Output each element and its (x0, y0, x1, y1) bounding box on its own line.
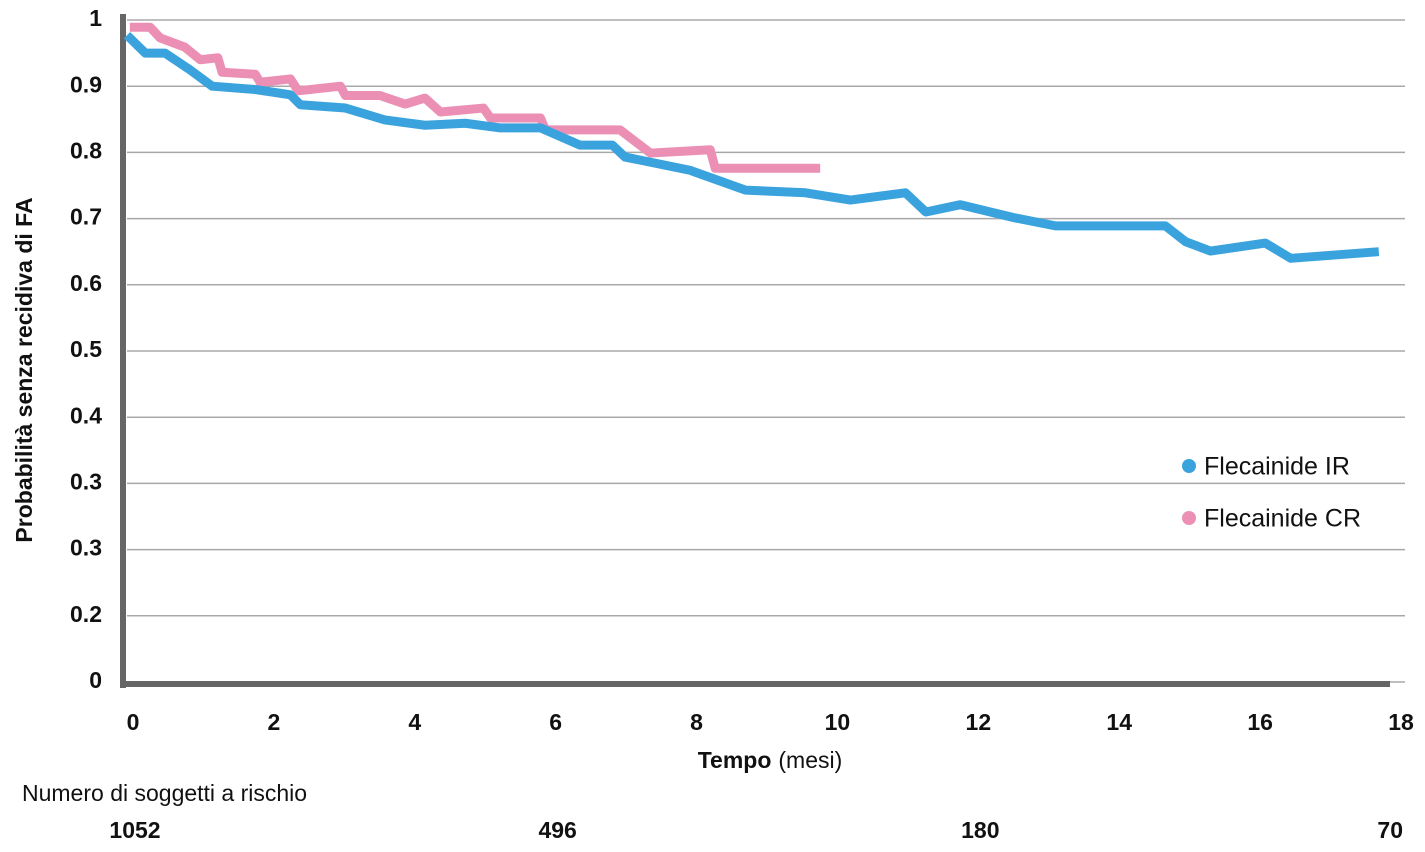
x-tick-label: 10 (825, 709, 851, 735)
at-risk-value: 496 (538, 817, 576, 843)
y-tick-label: 0.7 (70, 204, 102, 230)
legend-marker (1182, 511, 1196, 525)
x-tick-label: 16 (1247, 709, 1273, 735)
series-line (129, 22, 821, 173)
x-tick-label: 14 (1106, 709, 1132, 735)
at-risk-label: Numero di soggetti a rischio (22, 780, 307, 806)
x-tick-label: 12 (966, 709, 992, 735)
y-tick-label: 0.3 (70, 535, 102, 561)
y-tick-label: 0.2 (70, 601, 102, 627)
x-tick-label: 6 (549, 709, 562, 735)
y-tick-label: 0.9 (70, 71, 102, 97)
at-risk-value: 1052 (109, 817, 160, 843)
x-tick-label: 18 (1388, 709, 1414, 735)
legend-label: Flecainide CR (1204, 505, 1361, 533)
series-line (123, 32, 1380, 263)
x-axis-label: Tempo (mesi) (698, 747, 843, 773)
x-tick-label: 8 (690, 709, 703, 735)
y-tick-label: 0.8 (70, 137, 102, 163)
y-tick-label: 0 (89, 667, 102, 693)
y-tick-label: 1 (89, 5, 102, 31)
y-tick-label: 0.6 (70, 270, 102, 296)
y-tick-label: 0.5 (70, 336, 102, 362)
x-axis-label-unit: (mesi) (778, 747, 842, 773)
at-risk-value: 180 (961, 817, 999, 843)
x-tick-label: 0 (127, 709, 140, 735)
x-axis-label-main: Tempo (698, 747, 772, 773)
y-tick-label: 0.3 (70, 468, 102, 494)
y-tick-label: 0.4 (70, 402, 102, 428)
y-axis-label: Probabilità senza recidiva di FA (11, 197, 37, 542)
x-tick-label: 2 (267, 709, 280, 735)
x-tick-label: 4 (408, 709, 421, 735)
legend-marker (1182, 459, 1196, 473)
at-risk-value: 70 (1377, 817, 1403, 843)
legend-label: Flecainide IR (1204, 453, 1350, 481)
